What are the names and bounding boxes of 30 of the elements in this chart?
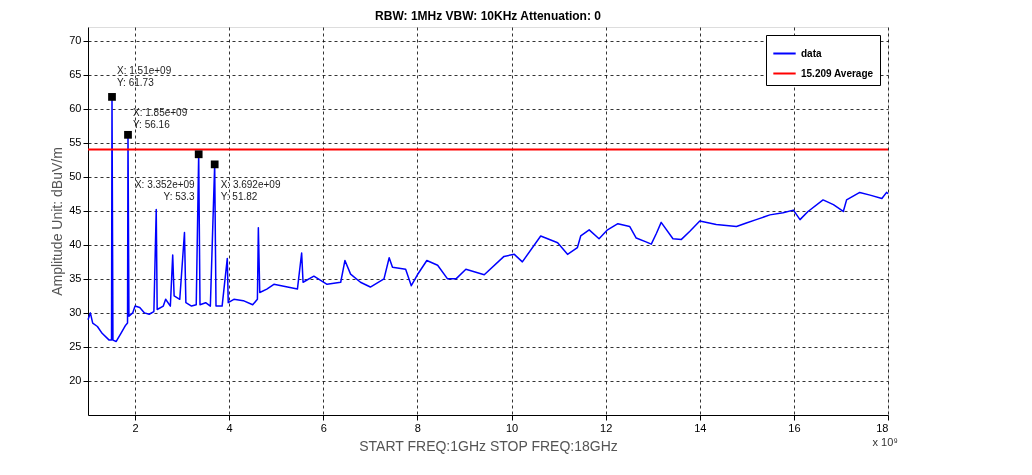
y-tick-label: 55 (69, 136, 82, 149)
x-tick-label: 18 (876, 421, 889, 434)
text: x 10⁹ (872, 436, 898, 448)
x-tick-label: 14 (694, 421, 707, 434)
annotation: X: 3.692e+09 Y: 51.82 (220, 179, 281, 203)
y-tick-label: 60 (69, 102, 82, 115)
annotation: X: 3.352e+09 Y: 53.3 (134, 179, 196, 203)
x-tick-label: 10 (505, 421, 519, 434)
x-tick-label: 16 (788, 421, 801, 434)
y-tick-label: 45 (69, 204, 82, 217)
x-tick-label: 6 (320, 421, 327, 434)
y-tick-label: 35 (69, 272, 82, 285)
annotation: X: 1.51e+09 Y: 61.73 (117, 64, 172, 88)
y-tick-label: 40 (69, 238, 82, 251)
y-tick-label: 65 (69, 68, 82, 81)
annotation: X: 1.85e+09 Y: 56.16 (133, 106, 188, 130)
x-axis-title: START FREQ:1GHz STOP FREQ:18GHz (359, 437, 618, 454)
y-tick-label: 20 (69, 374, 82, 387)
legend-label: data (801, 47, 822, 59)
x-tick-label: 12 (600, 421, 613, 434)
x-tick-label: 2 (132, 421, 139, 434)
legend-label: 15.209 Average (801, 67, 874, 79)
y-tick-label: 50 (69, 170, 82, 183)
y-axis-title: Amplitude Unit: dBuV/m (49, 147, 66, 296)
chart-title: RBW: 1MHz VBW: 10KHz Attenuation: 0 (375, 9, 602, 23)
y-tick-label: 25 (69, 340, 82, 353)
x-tick-label: 4 (226, 421, 233, 434)
x-tick-label: 8 (414, 421, 421, 434)
y-tick-label: 70 (69, 34, 82, 47)
y-tick-label: 30 (69, 306, 82, 319)
